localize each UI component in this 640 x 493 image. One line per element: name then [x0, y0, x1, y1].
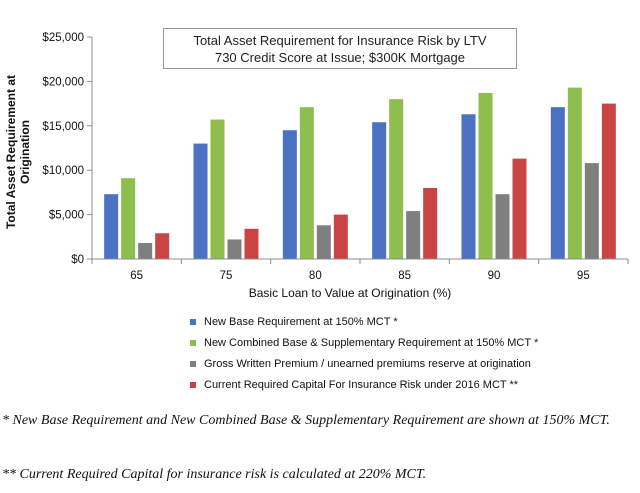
bar [138, 243, 153, 259]
bar [210, 119, 225, 259]
bars [104, 87, 616, 259]
bar [461, 114, 476, 259]
bar [512, 158, 527, 259]
x-tick-label: 75 [220, 270, 233, 282]
x-axis: 65 75 80 85 90 95 [91, 258, 629, 282]
bar [155, 233, 170, 259]
x-tick-label: 65 [130, 270, 143, 282]
y-tick-label: $0 [71, 254, 84, 266]
bar [601, 103, 616, 259]
legend-item-current: Current Required Capital For Insurance R… [190, 374, 538, 395]
bar [423, 187, 438, 259]
legend-label: Gross Written Premium / unearned premium… [204, 357, 531, 370]
bar [104, 194, 119, 259]
bar [316, 225, 331, 259]
bar [121, 178, 136, 259]
bar [495, 194, 510, 259]
bar [227, 239, 242, 259]
legend-swatch [190, 318, 196, 325]
legend-label: Current Required Capital For Insurance R… [204, 378, 519, 391]
x-tick-label: 80 [309, 270, 322, 282]
footnote-1: * New Base Requirement and New Combined … [2, 413, 610, 428]
bar [406, 211, 421, 259]
chart-subtitle: 730 Credit Score at Issue; $300K Mortgag… [214, 50, 466, 65]
legend-label: New Combined Base & Supplementary Requir… [204, 336, 539, 349]
y-tick-label: $20,000 [42, 76, 84, 88]
bar [282, 130, 297, 259]
legend-label: New Base Requirement at 150% MCT * [204, 315, 398, 328]
bar [244, 228, 259, 259]
legend-item-combined: New Combined Base & Supplementary Requir… [190, 332, 538, 353]
legend-swatch [190, 381, 196, 388]
y-axis: $0 $5,000 $10,000 $15,000 $20,000 $25,000 [42, 32, 93, 266]
y-tick-label: $25,000 [42, 32, 84, 44]
x-tick-label: 95 [577, 270, 590, 282]
x-tick-label: 90 [488, 270, 501, 282]
bar [478, 92, 493, 259]
bar [193, 143, 208, 259]
chart-title: Total Asset Requirement for Insurance Ri… [193, 33, 487, 48]
y-tick-label: $15,000 [42, 121, 84, 133]
legend-item-base: New Base Requirement at 150% MCT * [190, 311, 538, 332]
y-tick-label: $5,000 [49, 210, 84, 222]
y-axis-label: Total Asset Requirement at Origination [4, 74, 32, 230]
y-tick-label: $10,000 [42, 165, 84, 177]
bar [584, 163, 599, 259]
bar [550, 107, 565, 259]
chart: $0 $5,000 $10,000 $15,000 $20,000 $25,000 65 7… [42, 32, 629, 282]
x-axis-label: Basic Loan to Value at Origination (%) [248, 286, 452, 300]
legend: New Base Requirement at 150% MCT * New C… [190, 311, 538, 395]
chart-title-box: Total Asset Requirement for Insurance Ri… [163, 28, 517, 69]
bar [299, 107, 314, 259]
bar [372, 122, 387, 259]
legend-swatch [190, 339, 196, 346]
bar [567, 87, 582, 259]
x-tick-label: 85 [398, 270, 411, 282]
legend-swatch [190, 360, 196, 367]
legend-item-premium: Gross Written Premium / unearned premium… [190, 353, 538, 374]
footnote-2: ** Current Required Capital for insuranc… [2, 467, 427, 482]
bar [333, 214, 348, 259]
bar [389, 99, 404, 259]
